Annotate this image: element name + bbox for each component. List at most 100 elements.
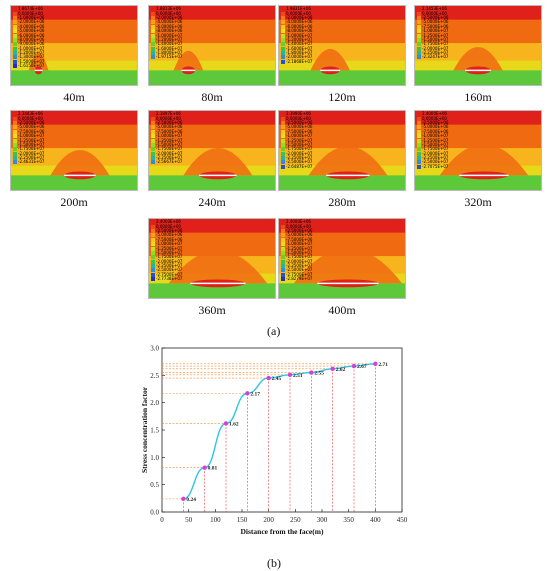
legend-row: -5.0000E+06 xyxy=(281,233,321,238)
legend-row: -7.5000E+06 xyxy=(281,237,321,242)
x-tick-label: 300 xyxy=(317,516,328,524)
legend-value: -5.0000E+06 xyxy=(18,124,45,130)
legend-row: 2.1453E+06 xyxy=(417,7,457,12)
legend-value: -1.7500E+07 xyxy=(286,146,313,152)
legend-value: 2.3990E+06 xyxy=(286,111,311,117)
legend-value: -2.3247E+07 xyxy=(422,54,449,60)
legend-swatch xyxy=(151,220,155,225)
stress-band xyxy=(415,175,541,190)
legend-swatch xyxy=(417,37,421,42)
legend-value: -2.5000E+06 xyxy=(286,227,313,233)
contour-legend: 2.4000E+06 0.0000E+00 -2.5000E+06 -5.0000E+… xyxy=(417,112,457,169)
legend-swatch xyxy=(417,120,421,125)
legend-swatch xyxy=(281,272,285,277)
legend-row: -2.5000E+06 xyxy=(151,228,191,233)
legend-value: 0.0000E+00 xyxy=(156,10,181,16)
data-label: 2.17 xyxy=(250,391,260,397)
legend-swatch xyxy=(417,112,421,117)
legend-value: -1.2500E+07 xyxy=(156,245,183,251)
legend-row: -1.3000E+07 xyxy=(13,55,53,60)
stress-band xyxy=(11,70,137,85)
x-tick-label: 50 xyxy=(185,516,193,524)
legend-swatch xyxy=(13,37,17,42)
legend-swatch xyxy=(13,33,17,38)
legend-swatch xyxy=(281,220,285,225)
stress-band xyxy=(149,219,275,234)
stress-contour-plot xyxy=(415,111,541,190)
legend-row: -2.3247E+07 xyxy=(417,54,457,60)
stress-band xyxy=(149,6,275,21)
stress-contour-plot xyxy=(415,6,541,85)
legend-value: -1.2500E+07 xyxy=(18,137,45,143)
panel-caption: 40m xyxy=(63,90,85,104)
legend-value: -2.5000E+07 xyxy=(156,267,183,273)
data-point xyxy=(266,375,271,381)
stress-contour-plot xyxy=(149,6,275,85)
legend-swatch xyxy=(417,142,421,147)
legend-value: 0.0000E+00 xyxy=(422,115,447,121)
data-point xyxy=(287,372,293,377)
stress-band xyxy=(279,111,405,126)
legend-value: 0.0000E+00 xyxy=(286,10,311,16)
legend-value: -1.6150E+07 xyxy=(18,63,45,69)
legend-swatch xyxy=(417,51,421,56)
legend-swatch xyxy=(13,64,17,69)
legend-swatch xyxy=(151,20,155,25)
legend-row: -2.2500E+07 xyxy=(151,156,191,161)
legend-value: -2.2500E+07 xyxy=(286,155,313,161)
legend-row: -9.0000E+06 xyxy=(13,42,53,47)
legend-row: -2.5000E+06 xyxy=(151,119,191,125)
legend-value: -1.5000E+07 xyxy=(286,249,313,255)
legend-swatch xyxy=(417,11,421,16)
legend-swatch xyxy=(13,120,17,125)
legend-row: -2.0000E+06 xyxy=(281,15,321,20)
legend-value: -2.0000E+07 xyxy=(286,258,313,264)
legend-swatch xyxy=(281,233,285,238)
legend-value: -2.4631E+07 xyxy=(18,159,45,165)
legend-row: -1.0000E+07 xyxy=(281,242,321,247)
legend-value: -1.0000E+07 xyxy=(422,28,449,34)
overburden-arch xyxy=(183,148,253,176)
legend-swatch xyxy=(151,142,155,147)
legend-swatch xyxy=(151,138,155,143)
panel-caption: 400m xyxy=(328,303,356,317)
stress-band xyxy=(279,43,405,62)
legend-value: -5.0000E+06 xyxy=(156,232,183,238)
legend-swatch xyxy=(13,142,17,147)
legend-row: 0.0000E+00 xyxy=(151,224,191,229)
legend-row: -2.5000E+06 xyxy=(417,120,457,125)
legend-swatch xyxy=(151,228,155,233)
legend-row: -2.8279E+07 xyxy=(281,277,321,282)
legend-swatch xyxy=(281,37,285,42)
legend-row: 0.0000E+00 xyxy=(281,224,321,229)
legend-row: -1.0000E+07 xyxy=(13,46,53,51)
contour-legend: 2.3990E+06 0.0000E+00 -2.5000E+06 -5.0000E+… xyxy=(281,112,321,169)
legend-row: -7.5000E+06 xyxy=(281,129,321,134)
x-tick-label: 0 xyxy=(160,516,164,524)
x-tick-label: 450 xyxy=(397,516,408,524)
legend-value: -1.5000E+07 xyxy=(156,249,183,255)
legend-value: -2.5000E+06 xyxy=(156,119,183,125)
legend-swatch xyxy=(417,147,421,152)
legend-value: 2.4000E+06 xyxy=(156,219,181,225)
legend-row: -6.0000E+06 xyxy=(13,33,53,38)
panel-caption: 280m xyxy=(328,195,356,209)
data-point xyxy=(181,496,186,502)
legend-swatch xyxy=(151,7,155,12)
legend-swatch xyxy=(281,15,285,20)
contour-panel: 2.4000E+06 0.0000E+00 -2.5000E+06 -5.0000E+… xyxy=(148,218,276,299)
legend-swatch xyxy=(151,134,155,139)
legend-swatch xyxy=(281,29,285,34)
legend-row: -2.5000E+07 xyxy=(281,268,321,273)
legend-row: -1.2000E+07 xyxy=(151,37,191,42)
legend-value: -5.0000E+06 xyxy=(286,124,313,130)
legend-value: -2.0000E+07 xyxy=(286,54,313,60)
legend-row: -2.0000E+07 xyxy=(151,259,191,264)
legend-row: -1.4000E+07 xyxy=(281,42,321,47)
legend-value: -2.5000E+07 xyxy=(286,159,313,165)
contour-panel: 2.3990E+06 0.0000E+00 -2.5000E+06 -5.0000E+… xyxy=(278,110,406,191)
legend-value: -2.5000E+06 xyxy=(286,119,313,125)
legend-swatch xyxy=(417,29,421,34)
legend-row: -2.7738E+07 xyxy=(151,277,191,282)
stress-band xyxy=(149,175,275,190)
